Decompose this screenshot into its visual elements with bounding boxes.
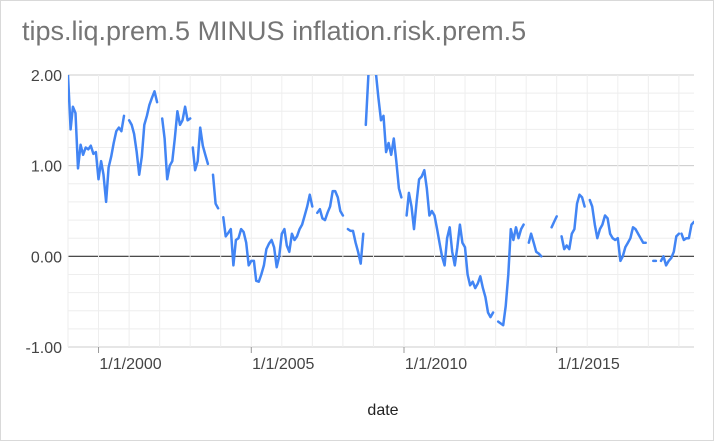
y-tick-label: -1.00	[26, 340, 63, 357]
x-axis-label: date	[367, 402, 398, 419]
series-line-segment	[560, 193, 586, 251]
series-line-segment	[588, 198, 647, 263]
series-line-segment	[316, 189, 345, 222]
series-line-segment	[191, 126, 210, 172]
major-gridlines	[68, 74, 694, 348]
x-tick-label: 1/1/2005	[252, 356, 314, 373]
vertical-gridlines	[67, 75, 680, 347]
series-line-segment	[550, 215, 558, 229]
series-line-segment	[211, 173, 220, 210]
series-line-segment	[659, 232, 681, 267]
y-tick-label: 2.00	[31, 68, 62, 85]
x-tick-label: 1/1/2010	[405, 356, 467, 373]
x-tick-label: 1/1/2000	[99, 356, 161, 373]
y-tick-label: 0.00	[31, 249, 62, 266]
x-axis-ticks: 1/1/2000 1/1/2005 1/1/2010 1/1/2015	[98, 347, 620, 373]
series-line-segment	[680, 220, 694, 242]
y-tick-label: 1.00	[31, 159, 62, 176]
series-line-segment	[527, 232, 543, 258]
series-line	[68, 75, 694, 327]
series-line-segment	[405, 168, 495, 319]
series-line-segment	[68, 75, 126, 204]
series-line-segment	[222, 193, 314, 283]
series-line-segment	[496, 223, 525, 327]
series-line-segment	[160, 105, 192, 181]
series-line-segment	[364, 75, 370, 127]
chart-title: tips.liq.prem.5 MINUS inflation.risk.pre…	[22, 16, 527, 46]
series-line-segment	[346, 227, 365, 265]
y-axis-ticks: 2.00 1.00 0.00 -1.00	[26, 68, 63, 357]
x-tick-label: 1/1/2015	[558, 356, 620, 373]
series-line-segment	[374, 75, 403, 199]
series-line-segment	[127, 90, 159, 176]
